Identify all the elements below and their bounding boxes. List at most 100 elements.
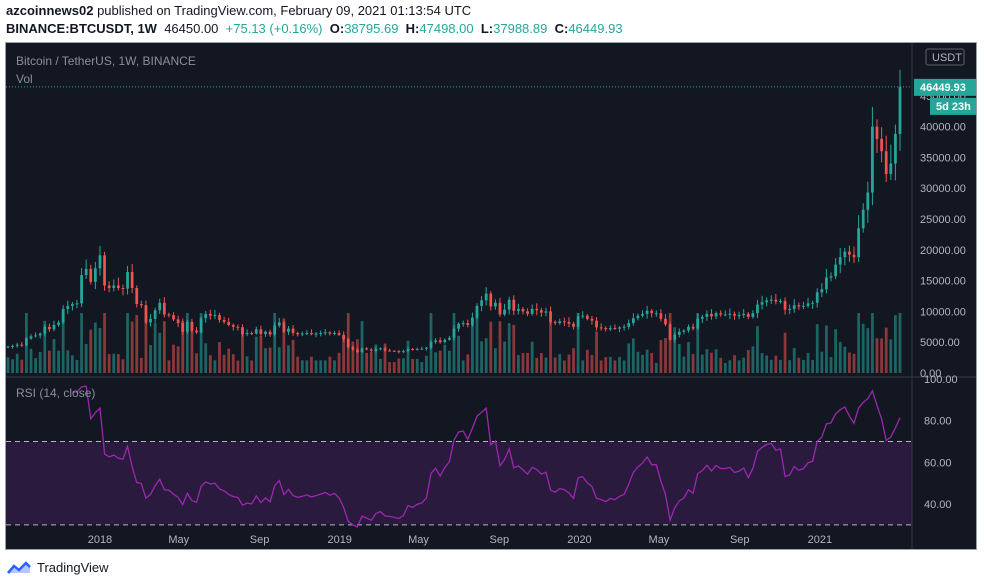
volume-bar xyxy=(319,360,323,373)
candle-body xyxy=(650,310,654,314)
candle-body xyxy=(268,331,272,335)
tradingview-footer[interactable]: TradingView xyxy=(6,560,109,575)
candle-body xyxy=(195,330,198,333)
date-tick-label: May xyxy=(649,534,670,546)
candle-body xyxy=(337,332,341,335)
candle-body xyxy=(829,276,833,278)
chart-frame[interactable]: 0.00 5000.00 10000.00 15000.00 20000.00 25000… xyxy=(5,42,977,550)
volume-bar xyxy=(34,358,37,373)
volume-bar xyxy=(245,356,249,373)
volume-bar xyxy=(627,343,631,373)
candle-body xyxy=(558,321,562,324)
candle-body xyxy=(29,336,33,339)
volume-bar xyxy=(448,350,451,373)
grid xyxy=(6,43,976,549)
candle-body xyxy=(254,329,258,334)
price-tick-label: 10000.00 xyxy=(920,306,966,318)
volume-bar xyxy=(236,360,240,373)
candle-body xyxy=(153,310,157,319)
rsi-label: RSI (14, close) xyxy=(16,386,95,400)
volume-bar xyxy=(222,354,226,373)
candle-body xyxy=(779,300,782,302)
volume-bar xyxy=(328,356,332,373)
volume-bar xyxy=(167,360,171,373)
candle-body xyxy=(599,327,603,329)
volume-bar xyxy=(802,360,805,373)
volume-bar xyxy=(544,357,548,373)
volume-bar xyxy=(300,360,304,373)
volume-bar xyxy=(323,360,327,373)
candle-body xyxy=(526,311,529,314)
last-price-badge-text: 46449.93 xyxy=(920,82,966,94)
candle-body xyxy=(231,324,235,327)
candle-body xyxy=(291,328,295,333)
volume-bar xyxy=(457,335,460,373)
tradingview-logo-icon xyxy=(7,560,31,574)
volume-bar xyxy=(622,360,626,373)
volume-bar xyxy=(121,359,125,373)
volume-bar xyxy=(11,359,14,373)
volume-bar xyxy=(84,344,88,373)
footer-brand[interactable]: TradingView xyxy=(37,560,109,575)
volume-bar xyxy=(259,336,263,373)
candle-body xyxy=(471,317,474,325)
volume-bar xyxy=(604,357,608,373)
publisher-name[interactable]: azcoinnews02 xyxy=(6,3,94,18)
candle-body xyxy=(34,335,37,337)
candle-body xyxy=(48,326,51,330)
candle-body xyxy=(369,349,373,351)
candle-body xyxy=(181,323,185,332)
volume-bar xyxy=(512,324,516,373)
volume-bar xyxy=(425,355,428,373)
candle-body xyxy=(429,341,433,348)
volume-bar xyxy=(351,341,355,373)
candle-body xyxy=(98,255,102,269)
volume-bar xyxy=(80,313,83,373)
candle-body xyxy=(475,305,479,318)
candle-body xyxy=(687,326,690,331)
volume-bar xyxy=(494,348,497,373)
candle-body xyxy=(438,340,442,343)
candle-body xyxy=(691,326,695,329)
volume-bar xyxy=(590,354,594,373)
candle-body xyxy=(218,315,221,321)
candle-body xyxy=(746,313,750,317)
candles xyxy=(6,69,902,354)
candle-body xyxy=(811,302,815,304)
currency-badge xyxy=(925,48,965,66)
candle-body xyxy=(245,332,249,335)
candle-body xyxy=(861,209,865,229)
volume-bar xyxy=(264,348,267,373)
candle-body xyxy=(503,309,506,315)
volume-bar xyxy=(107,354,111,373)
candle-body xyxy=(135,287,139,305)
volume-bar xyxy=(379,358,382,373)
candle-body xyxy=(434,340,437,342)
candle-body xyxy=(296,332,300,335)
volume-bar xyxy=(89,329,93,373)
candle-body xyxy=(700,316,704,319)
volume-bar xyxy=(199,313,203,373)
volume-bar xyxy=(185,313,189,373)
chart-svg[interactable]: 0.00 5000.00 10000.00 15000.00 20000.00 25000… xyxy=(6,43,977,550)
volume-bar xyxy=(231,354,235,373)
volume-bar xyxy=(875,338,879,373)
volume-bar xyxy=(576,313,580,373)
candle-body xyxy=(356,349,359,353)
candle-body xyxy=(838,257,842,265)
candle-body xyxy=(305,332,309,334)
candle-body xyxy=(654,313,658,315)
volume-bars xyxy=(6,313,902,373)
volume-bar xyxy=(208,355,212,373)
volume-bar xyxy=(480,341,483,373)
candle-body xyxy=(75,303,79,305)
volume-bar xyxy=(434,352,437,373)
candle-body xyxy=(277,322,281,326)
candle-body xyxy=(61,308,65,323)
volume-bar xyxy=(397,358,401,373)
volume-bar xyxy=(149,344,152,373)
volume-bar xyxy=(305,360,309,373)
volume-bar xyxy=(581,360,585,373)
volume-bar xyxy=(668,313,672,373)
volume-bar xyxy=(6,357,10,373)
